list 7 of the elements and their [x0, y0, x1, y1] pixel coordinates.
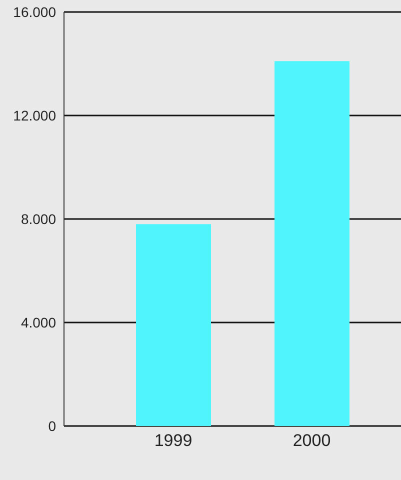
x-tick-label: 1999 [154, 431, 192, 450]
y-tick-label: 12.000 [13, 107, 56, 124]
x-tick-label: 2000 [292, 431, 331, 450]
y-tick-label: 0 [48, 418, 56, 434]
y-tick-label: 4.000 [20, 314, 56, 330]
y-tick-label: 8.000 [20, 210, 56, 227]
y-tick-label: 16.000 [13, 4, 56, 20]
